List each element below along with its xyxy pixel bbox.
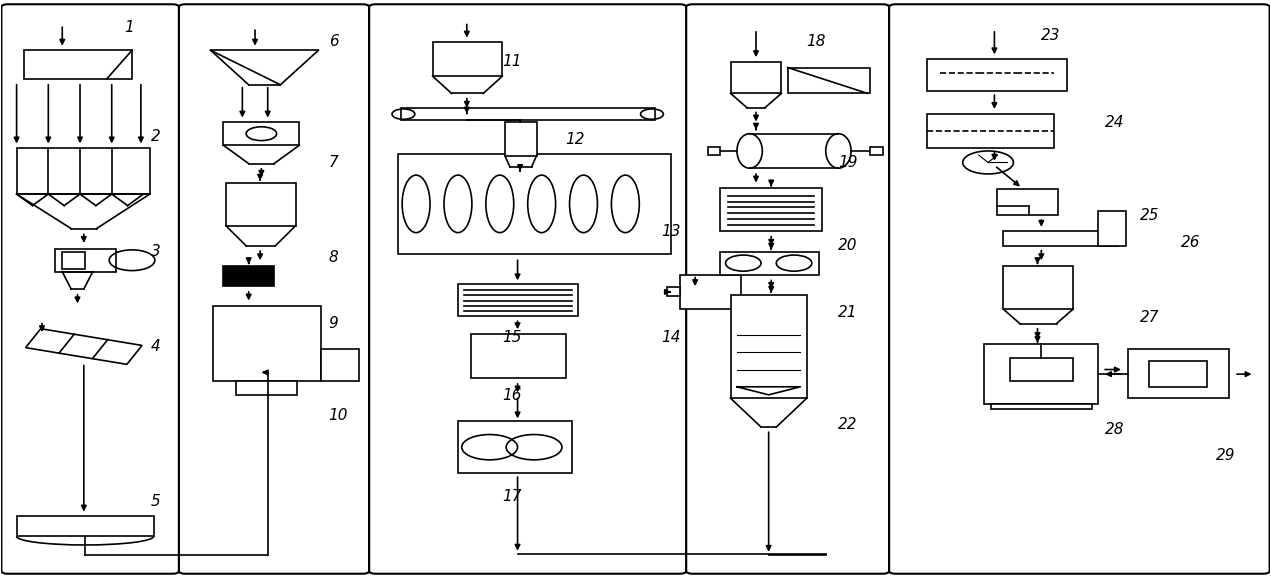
Text: 18: 18 [807, 34, 826, 49]
FancyBboxPatch shape [927, 59, 1066, 91]
Text: 9: 9 [329, 316, 338, 331]
FancyBboxPatch shape [322, 349, 358, 381]
Text: 19: 19 [839, 155, 858, 170]
FancyBboxPatch shape [1, 4, 179, 574]
FancyBboxPatch shape [236, 381, 297, 395]
FancyBboxPatch shape [432, 42, 502, 76]
FancyBboxPatch shape [1009, 358, 1073, 381]
Text: 25: 25 [1140, 208, 1159, 223]
Text: 23: 23 [1041, 28, 1061, 43]
FancyBboxPatch shape [224, 122, 300, 145]
Text: 29: 29 [1216, 449, 1235, 464]
Text: 8: 8 [329, 250, 338, 265]
Text: 12: 12 [566, 132, 585, 147]
FancyBboxPatch shape [1003, 266, 1073, 309]
FancyBboxPatch shape [984, 344, 1098, 404]
FancyBboxPatch shape [1127, 349, 1229, 398]
FancyBboxPatch shape [214, 306, 322, 381]
FancyBboxPatch shape [369, 4, 686, 574]
Text: 27: 27 [1140, 310, 1159, 325]
Text: 20: 20 [839, 238, 858, 253]
FancyBboxPatch shape [890, 4, 1270, 574]
FancyBboxPatch shape [179, 4, 369, 574]
Text: 16: 16 [502, 388, 522, 403]
Text: 11: 11 [502, 54, 522, 69]
Text: 10: 10 [329, 408, 348, 423]
Text: 3: 3 [151, 244, 161, 259]
Text: 24: 24 [1104, 114, 1125, 129]
FancyBboxPatch shape [62, 251, 85, 269]
FancyBboxPatch shape [680, 275, 741, 309]
FancyBboxPatch shape [17, 148, 150, 194]
FancyBboxPatch shape [24, 50, 132, 79]
FancyBboxPatch shape [1098, 212, 1126, 246]
FancyBboxPatch shape [996, 190, 1057, 216]
FancyBboxPatch shape [1149, 361, 1207, 387]
FancyBboxPatch shape [990, 404, 1092, 409]
Text: 6: 6 [329, 34, 338, 49]
FancyBboxPatch shape [927, 113, 1054, 148]
FancyBboxPatch shape [224, 266, 275, 286]
Text: 15: 15 [502, 331, 522, 346]
FancyBboxPatch shape [505, 122, 536, 155]
Text: 17: 17 [502, 488, 522, 503]
FancyBboxPatch shape [55, 249, 116, 272]
FancyBboxPatch shape [686, 4, 890, 574]
FancyBboxPatch shape [398, 154, 671, 254]
FancyBboxPatch shape [226, 183, 296, 226]
Text: 28: 28 [1104, 423, 1125, 438]
Text: 26: 26 [1181, 235, 1200, 250]
Text: 4: 4 [151, 339, 161, 354]
FancyBboxPatch shape [470, 334, 566, 378]
Text: 7: 7 [329, 155, 338, 170]
FancyBboxPatch shape [17, 516, 154, 536]
Text: 13: 13 [661, 224, 680, 239]
Text: 22: 22 [839, 417, 858, 432]
FancyBboxPatch shape [871, 147, 883, 155]
Text: 14: 14 [661, 331, 680, 346]
Text: 21: 21 [839, 305, 858, 320]
FancyBboxPatch shape [458, 421, 572, 473]
Text: 5: 5 [151, 494, 161, 509]
FancyBboxPatch shape [731, 295, 807, 398]
FancyBboxPatch shape [721, 188, 822, 231]
Text: 2: 2 [151, 129, 161, 144]
FancyBboxPatch shape [400, 108, 655, 120]
FancyBboxPatch shape [721, 251, 820, 275]
FancyBboxPatch shape [788, 68, 871, 94]
FancyBboxPatch shape [1003, 231, 1117, 246]
FancyBboxPatch shape [458, 284, 578, 316]
Text: 1: 1 [125, 20, 135, 35]
FancyBboxPatch shape [667, 287, 680, 296]
FancyBboxPatch shape [731, 62, 782, 94]
FancyBboxPatch shape [708, 147, 721, 155]
